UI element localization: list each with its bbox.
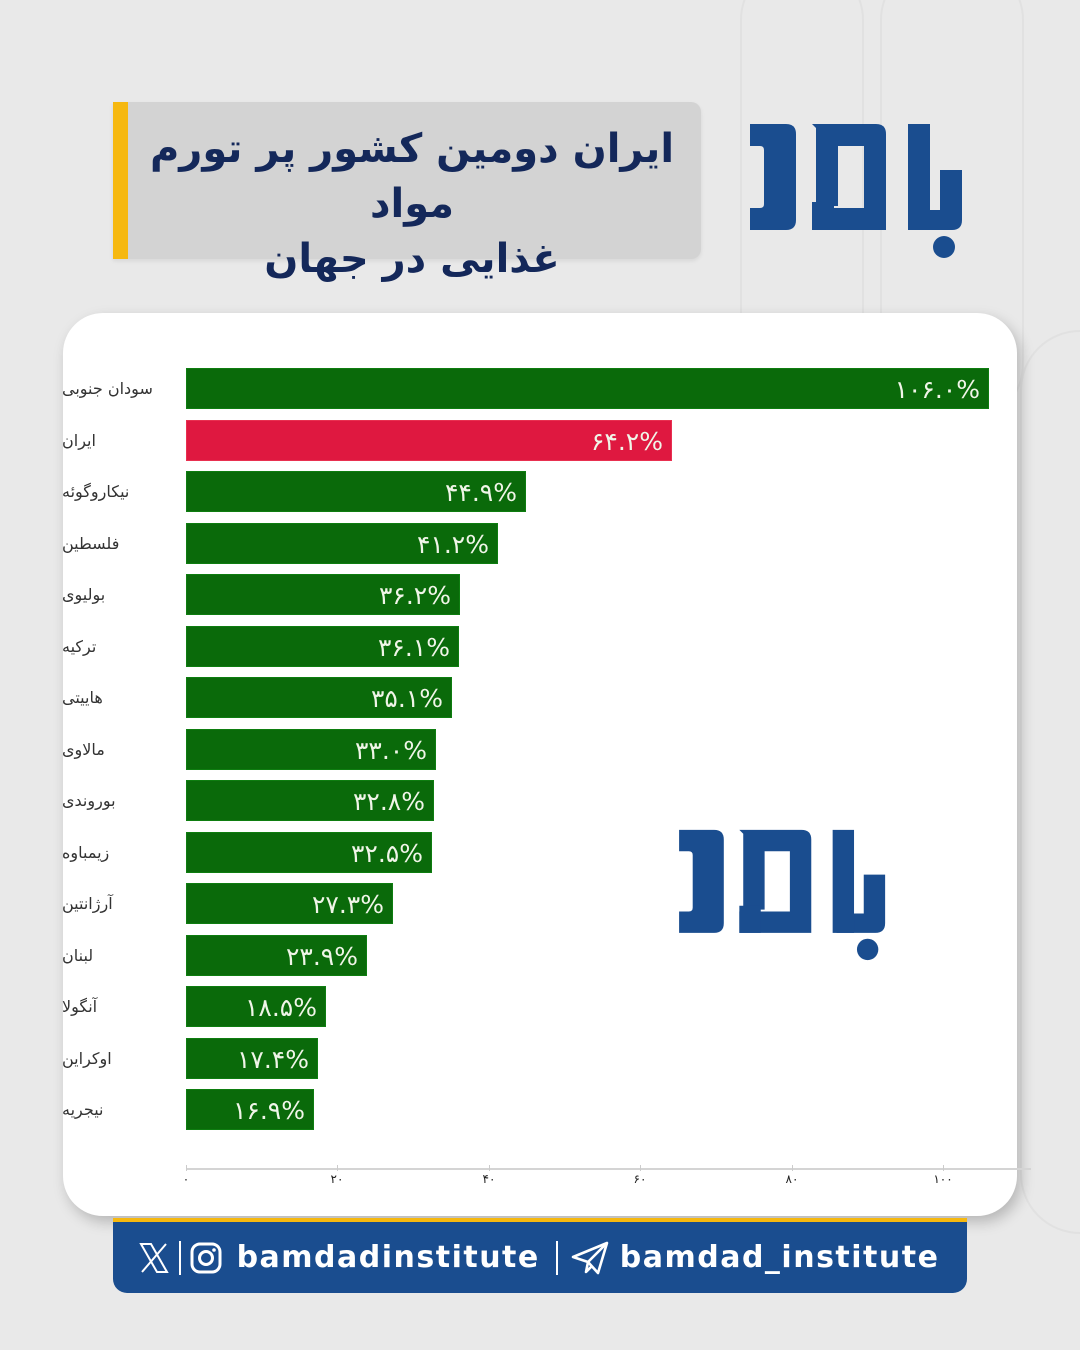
x-tick-label: ۸۰ xyxy=(785,1172,799,1186)
bar-angola[interactable]: ۱۸.۵% xyxy=(186,986,326,1027)
x-tick-label: ۴۰ xyxy=(482,1172,496,1186)
x-axis xyxy=(186,1168,1031,1170)
chart-row: اوکراین ۱۷.۴% xyxy=(0,1038,1080,1080)
bar-value: ۱۰۶.۰% xyxy=(894,375,980,404)
country-label: نیکاروگوئه xyxy=(62,482,130,501)
x-tick xyxy=(489,1165,490,1171)
chart-row: سودان جنوبی ۱۰۶.۰% xyxy=(0,368,1080,410)
telegram-icon[interactable] xyxy=(570,1240,610,1276)
watermark-logo xyxy=(679,829,886,961)
bar-haiti[interactable]: ۳۵.۱% xyxy=(186,677,452,718)
bar-nigeria[interactable]: ۱۶.۹% xyxy=(186,1089,314,1130)
bar-value: ۳۳.۰% xyxy=(355,736,427,765)
country-label: سودان جنوبی xyxy=(62,379,153,398)
chart-row: هاییتی ۳۵.۱% xyxy=(0,677,1080,719)
country-label: ترکیه xyxy=(62,637,97,656)
bar-burundi[interactable]: ۳۲.۸% xyxy=(186,780,434,821)
bar-value: ۳۶.۱% xyxy=(378,633,450,662)
bar-south-sudan[interactable]: ۱۰۶.۰% xyxy=(186,368,989,409)
chart-row: نیجریه ۱۶.۹% xyxy=(0,1089,1080,1131)
country-label: ایران xyxy=(62,431,96,450)
chart-row: بولیوی ۳۶.۲% xyxy=(0,574,1080,616)
country-label: لبنان xyxy=(62,946,94,965)
chart-row: بوروندی ۳۲.۸% xyxy=(0,780,1080,822)
bar-value: ۱۸.۵% xyxy=(245,993,317,1022)
telegram-handle[interactable]: bamdad_institute xyxy=(619,1240,940,1275)
country-label: هاییتی xyxy=(62,688,103,707)
bar-value: ۶۴.۲% xyxy=(591,427,663,456)
bar-malawi[interactable]: ۳۳.۰% xyxy=(186,729,436,770)
bar-value: ۳۲.۵% xyxy=(351,839,423,868)
instagram-handle[interactable]: bamdadinstitute xyxy=(236,1240,540,1275)
chart-row: ایران ۶۴.۲% xyxy=(0,420,1080,462)
country-label: بوروندی xyxy=(62,791,116,810)
divider xyxy=(178,1240,181,1275)
x-tick xyxy=(792,1165,793,1171)
chart-row: آنگولا ۱۸.۵% xyxy=(0,986,1080,1028)
chart-row: ترکیه ۳۶.۱% xyxy=(0,626,1080,668)
x-tick xyxy=(943,1165,944,1171)
bar-value: ۳۵.۱% xyxy=(371,684,443,713)
country-label: بولیوی xyxy=(62,585,106,604)
x-tick-label: ۲۰ xyxy=(330,1172,344,1186)
bar-value: ۴۴.۹% xyxy=(445,478,517,507)
instagram-icon[interactable] xyxy=(189,1241,223,1275)
chart-row: فلسطین ۴۱.۲% xyxy=(0,523,1080,565)
title-banner: ایران دومین کشور پر تورم مواد غذایی در ج… xyxy=(113,102,701,282)
country-label: فلسطین xyxy=(62,534,120,553)
bar-value: ۲۷.۳% xyxy=(312,890,384,919)
page-title: ایران دومین کشور پر تورم مواد غذایی در ج… xyxy=(143,122,681,287)
chart-row: زیمباوه ۳۲.۵% xyxy=(0,832,1080,874)
country-label: نیجریه xyxy=(62,1100,104,1119)
bar-turkey[interactable]: ۳۶.۱% xyxy=(186,626,459,667)
bar-iran[interactable]: ۶۴.۲% xyxy=(186,420,672,461)
country-label: آنگولا xyxy=(62,997,98,1016)
bar-nicaragua[interactable]: ۴۴.۹% xyxy=(186,471,526,512)
x-tick xyxy=(186,1165,187,1171)
chart-row: مالاوی ۳۳.۰% xyxy=(0,729,1080,771)
country-label: مالاوی xyxy=(62,740,105,759)
bar-lebanon[interactable]: ۲۳.۹% xyxy=(186,935,367,976)
bar-value: ۳۶.۲% xyxy=(379,581,451,610)
bar-zimbabwe[interactable]: ۳۲.۵% xyxy=(186,832,432,873)
chart-row: لبنان ۲۳.۹% xyxy=(0,935,1080,977)
country-label: زیمباوه xyxy=(62,843,110,862)
x-tick-label: ۱۰۰ xyxy=(933,1172,953,1186)
chart-row: نیکاروگوئه ۴۴.۹% xyxy=(0,471,1080,513)
title-line-1: ایران دومین کشور پر تورم مواد xyxy=(149,126,675,227)
country-label: آرژانتین xyxy=(62,894,113,913)
country-label: اوکراین xyxy=(62,1049,112,1068)
x-tick-label: ۶۰ xyxy=(633,1172,647,1186)
bar-value: ۱۷.۴% xyxy=(237,1045,309,1074)
bar-value: ۱۶.۹% xyxy=(233,1096,305,1125)
x-tick xyxy=(337,1165,338,1171)
x-tick-label: ۰ xyxy=(182,1172,190,1186)
bar-bolivia[interactable]: ۳۶.۲% xyxy=(186,574,460,615)
divider xyxy=(555,1240,558,1275)
bar-value: ۳۲.۸% xyxy=(353,787,425,816)
bar-value: ۴۱.۲% xyxy=(417,530,489,559)
bar-argentina[interactable]: ۲۷.۳% xyxy=(186,883,393,924)
chart-row: آرژانتین ۲۷.۳% xyxy=(0,883,1080,925)
bamdad-logo xyxy=(750,124,962,258)
x-tick xyxy=(640,1165,641,1171)
social-footer: bamdadinstitute bamdad_institute xyxy=(113,1218,967,1293)
bar-value: ۲۳.۹% xyxy=(286,942,358,971)
title-line-2: غذایی در جهان xyxy=(264,236,560,282)
title-accent-bar xyxy=(113,102,128,259)
x-icon[interactable] xyxy=(137,1241,171,1275)
bar-palestine[interactable]: ۴۱.۲% xyxy=(186,523,498,564)
bar-ukraine[interactable]: ۱۷.۴% xyxy=(186,1038,318,1079)
